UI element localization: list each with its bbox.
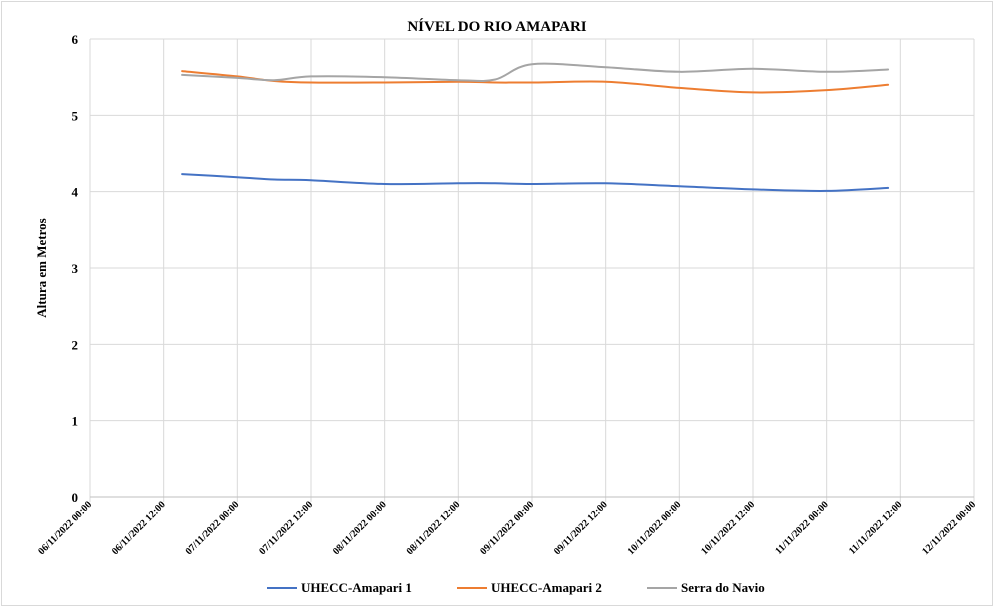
chart-title: NÍVEL DO RIO AMAPARI [407,18,586,35]
y-tick-label: 4 [72,185,79,200]
y-tick-label: 0 [72,490,79,505]
y-axis-tick-labels: 0 1 2 3 4 5 6 [72,32,79,505]
y-tick-label: 2 [72,337,79,352]
legend-label-2: UHECC-Amapari 2 [491,580,602,595]
legend-label-3: Serra do Navio [681,580,765,595]
legend-label-1: UHECC-Amapari 1 [301,580,412,595]
y-tick-label: 6 [72,32,79,47]
y-axis-label: Altura em Metros [34,218,49,317]
series-lines [181,62,890,192]
legend: UHECC-Amapari 1 UHECC-Amapari 2 Serra do N… [267,580,765,595]
series-line-1 [181,173,890,192]
y-tick-label: 5 [72,108,79,123]
y-tick-label: 3 [72,261,79,276]
horizontal-gridlines [90,38,974,498]
series-line-3 [181,62,890,82]
y-tick-label: 1 [72,414,79,429]
